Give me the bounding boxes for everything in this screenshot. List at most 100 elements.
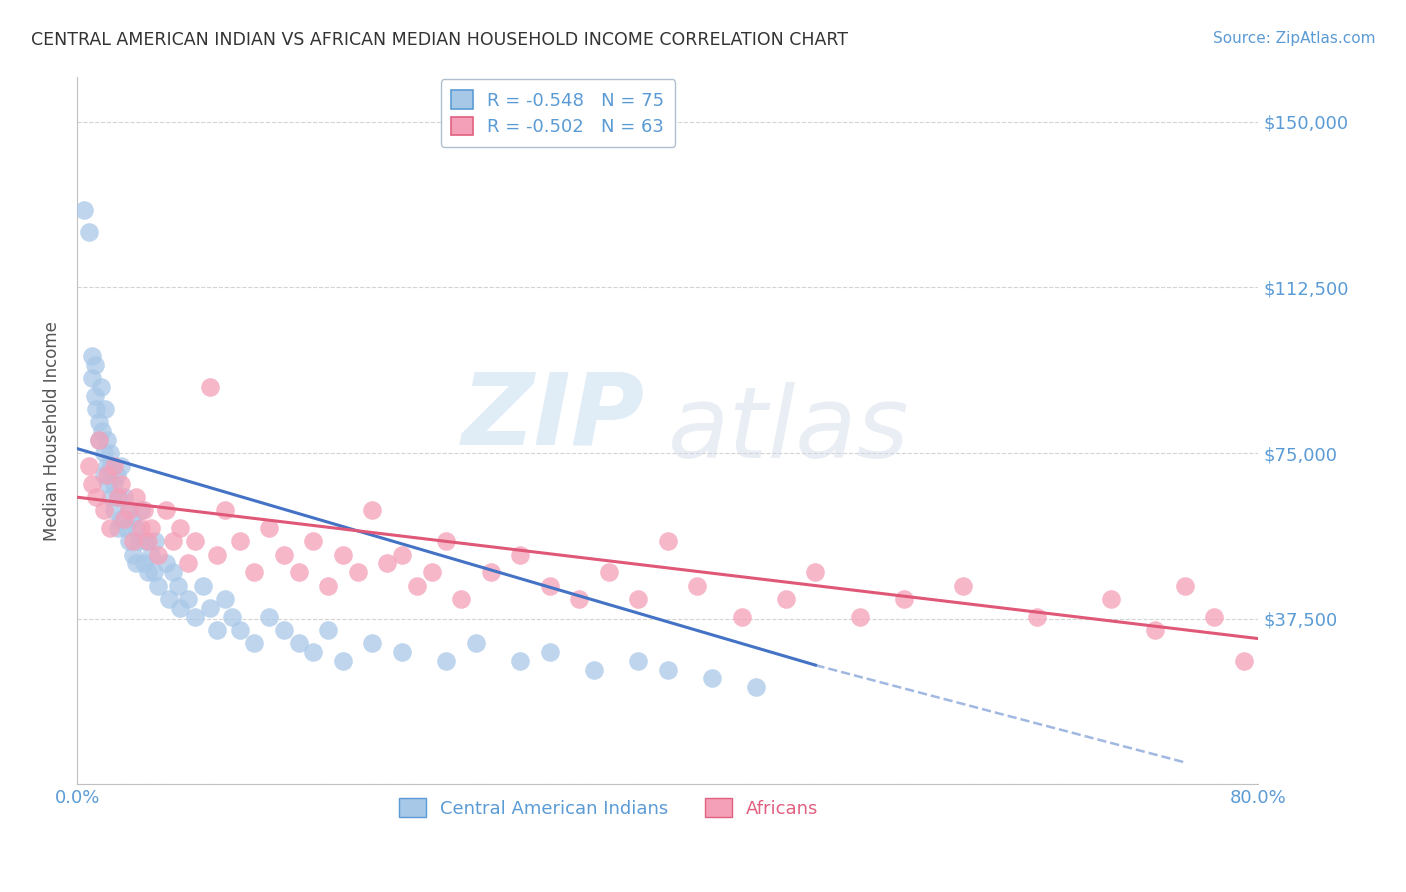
Point <box>107 521 129 535</box>
Point <box>112 512 135 526</box>
Point <box>228 534 250 549</box>
Point <box>89 433 111 447</box>
Point <box>114 521 136 535</box>
Point <box>361 503 384 517</box>
Point <box>107 490 129 504</box>
Point <box>420 566 443 580</box>
Point <box>132 557 155 571</box>
Point <box>129 521 152 535</box>
Point <box>1144 623 1167 637</box>
Point <box>214 591 236 606</box>
Point <box>804 566 827 580</box>
Point <box>155 503 177 517</box>
Point <box>100 459 122 474</box>
Point <box>730 609 752 624</box>
Point <box>90 380 112 394</box>
Point <box>893 591 915 606</box>
Point <box>198 380 221 394</box>
Point <box>96 459 118 474</box>
Point <box>184 534 207 549</box>
Point <box>83 358 105 372</box>
Point <box>434 654 457 668</box>
Point <box>84 490 107 504</box>
Point <box>316 578 339 592</box>
Point <box>1174 578 1197 592</box>
Point <box>391 548 413 562</box>
Point <box>143 534 166 549</box>
Point <box>118 503 141 517</box>
Point <box>135 534 157 549</box>
Point <box>686 578 709 592</box>
Point <box>89 433 111 447</box>
Point <box>139 521 162 535</box>
Point <box>627 591 650 606</box>
Point <box>84 401 107 416</box>
Point <box>169 600 191 615</box>
Point <box>148 578 170 592</box>
Point <box>450 591 472 606</box>
Point <box>91 424 114 438</box>
Point <box>125 557 148 571</box>
Point <box>118 534 141 549</box>
Point <box>107 490 129 504</box>
Point <box>96 468 118 483</box>
Point <box>73 202 96 217</box>
Point <box>391 645 413 659</box>
Point <box>97 477 120 491</box>
Point <box>405 578 427 592</box>
Point <box>110 459 132 474</box>
Point <box>538 645 561 659</box>
Point <box>207 548 229 562</box>
Point <box>157 591 180 606</box>
Point <box>110 477 132 491</box>
Point <box>77 225 100 239</box>
Point <box>243 566 266 580</box>
Point <box>125 490 148 504</box>
Point <box>169 521 191 535</box>
Point <box>207 623 229 637</box>
Point <box>142 566 165 580</box>
Point <box>479 566 502 580</box>
Point <box>848 609 870 624</box>
Point <box>745 680 768 694</box>
Point <box>273 623 295 637</box>
Point <box>316 623 339 637</box>
Point <box>775 591 797 606</box>
Point <box>103 503 125 517</box>
Point <box>162 566 184 580</box>
Point <box>125 521 148 535</box>
Text: ZIP: ZIP <box>461 368 644 466</box>
Point <box>128 534 150 549</box>
Point <box>538 578 561 592</box>
Point <box>162 534 184 549</box>
Point <box>103 477 125 491</box>
Point <box>139 548 162 562</box>
Point <box>77 459 100 474</box>
Point <box>132 503 155 517</box>
Point <box>122 534 145 549</box>
Point <box>94 401 117 416</box>
Point <box>83 388 105 402</box>
Point <box>332 548 354 562</box>
Point <box>302 534 325 549</box>
Point <box>112 490 135 504</box>
Point <box>98 446 121 460</box>
Point <box>1233 654 1256 668</box>
Point <box>93 468 115 483</box>
Point <box>257 609 280 624</box>
Legend: Central American Indians, Africans: Central American Indians, Africans <box>392 791 825 825</box>
Point <box>121 512 143 526</box>
Point <box>1204 609 1226 624</box>
Point <box>361 636 384 650</box>
Point <box>1026 609 1049 624</box>
Point <box>198 600 221 615</box>
Point <box>568 591 591 606</box>
Point <box>287 566 309 580</box>
Point <box>228 623 250 637</box>
Point <box>952 578 974 592</box>
Point <box>122 548 145 562</box>
Text: CENTRAL AMERICAN INDIAN VS AFRICAN MEDIAN HOUSEHOLD INCOME CORRELATION CHART: CENTRAL AMERICAN INDIAN VS AFRICAN MEDIA… <box>31 31 848 49</box>
Point <box>346 566 368 580</box>
Point <box>98 521 121 535</box>
Text: atlas: atlas <box>668 383 910 479</box>
